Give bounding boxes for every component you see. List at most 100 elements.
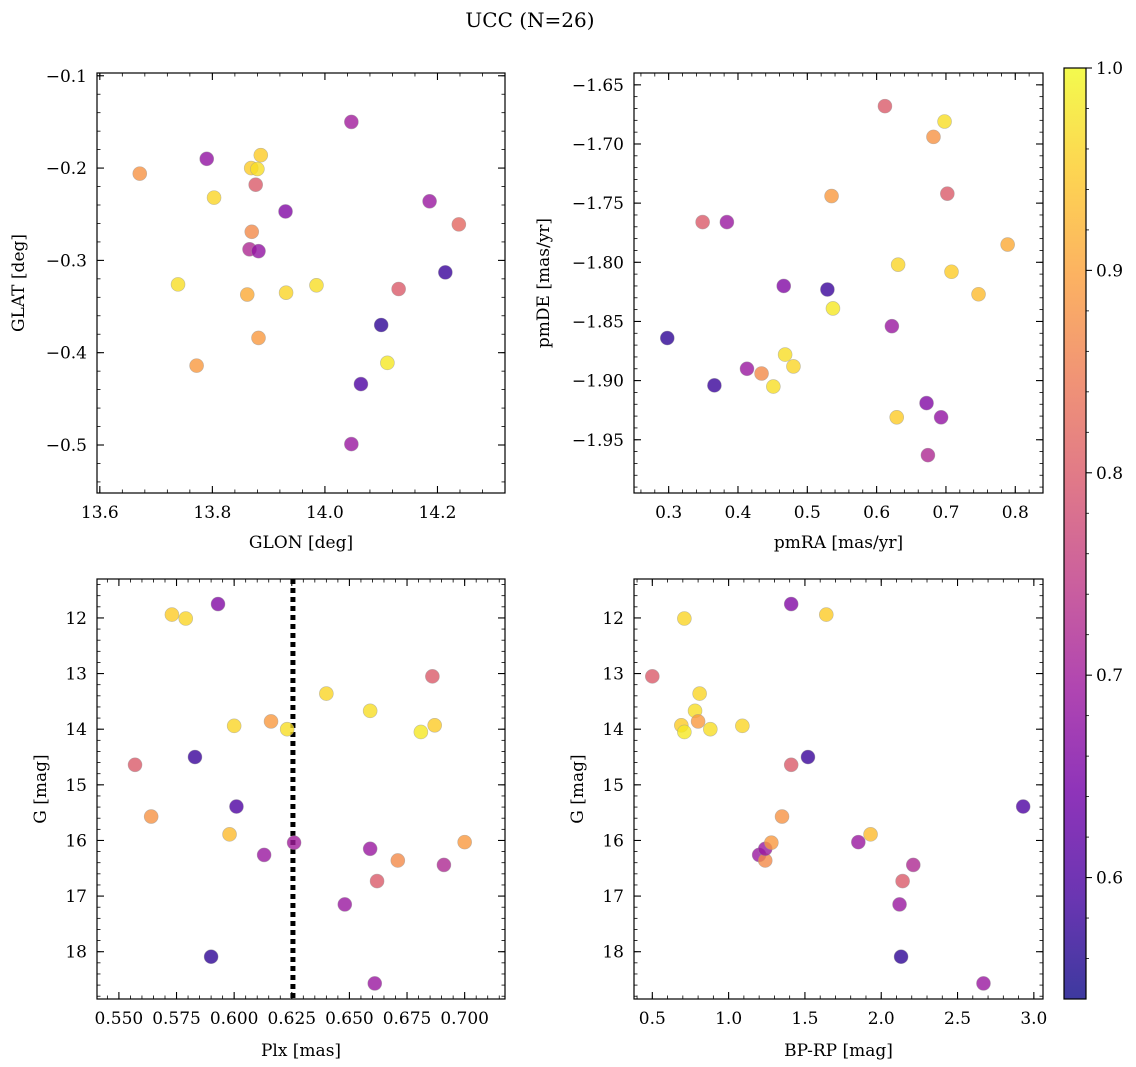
scatter-point (905, 857, 921, 873)
colorbar-tick-label: 1.0 (1096, 59, 1123, 79)
scatter-point (203, 949, 219, 965)
x-tick-label: 0.625 (267, 1009, 316, 1029)
scatter-panel-top-right: 0.3 0.4 0.5 0.6 0.7 0.8 −1.65 −1.70 −1.75 −1.80 −1… (534, 72, 1044, 553)
y-tick-label: 16 (65, 831, 87, 851)
x-tick-label: 0.650 (325, 1009, 374, 1029)
y-tick-label: 17 (602, 887, 624, 907)
scatter-panel-bottom-right: 0.5 1.0 1.5 2.0 2.5 3.0 12 13 14 15 16 17 18 BP-RP [m… (568, 578, 1047, 1061)
x-tick-label: 0.3 (655, 503, 682, 523)
colorbar: 0.6 0.7 0.8 0.9 1.0 (1063, 59, 1123, 1000)
scatter-point (774, 809, 790, 824)
scatter-point (863, 827, 878, 842)
scatter-point (226, 718, 242, 734)
scatter-point (695, 214, 710, 230)
y-tick-label: 13 (65, 665, 87, 685)
scatter-point (692, 686, 707, 701)
panels: 13.6 13.8 14.0 14.2 −0.1 −0.2 −0.3 −0.4 −0.5 GLON… (9, 67, 1047, 1061)
colorbar-tick-label: 0.7 (1096, 666, 1123, 686)
colorbar-frame (1063, 67, 1087, 1000)
plot-area (97, 73, 505, 493)
scatter-point (926, 129, 941, 145)
scatter-point (824, 188, 839, 204)
scatter-point (890, 257, 906, 272)
y-tick-label: 15 (602, 776, 624, 796)
scatter-point (164, 607, 180, 622)
y-tick-label: −1.95 (572, 431, 624, 451)
plot-area (634, 73, 1043, 493)
colorbar-ticks: 0.6 0.7 0.8 0.9 1.0 (1086, 59, 1123, 959)
scatter-point (286, 835, 302, 850)
scatter-point (707, 378, 722, 393)
scatter-point (919, 395, 934, 411)
scatter-point (976, 976, 991, 991)
scatter-point (422, 194, 437, 209)
y-tick-label: −1.85 (572, 312, 624, 332)
scatter-point (248, 177, 263, 192)
y-tick-label: 12 (65, 609, 87, 629)
scatter-point (677, 611, 692, 626)
x-tick-label: 0.7 (932, 503, 959, 523)
y-tick-label: 14 (602, 720, 624, 740)
y-tick-label: −0.3 (46, 251, 87, 271)
scatter-point (199, 151, 215, 167)
figure-title: UCC (N=26) (465, 8, 594, 32)
scatter-point (457, 834, 472, 850)
scatter-point (132, 166, 148, 181)
scatter-point (278, 285, 294, 300)
scatter-point (425, 669, 440, 684)
x-tick-label: 13.6 (81, 503, 119, 523)
plot-frame (633, 72, 1044, 494)
scatter-point (362, 703, 378, 719)
scatter-point (319, 686, 334, 701)
scatter-point (278, 204, 293, 219)
scatter-point (690, 714, 706, 729)
scatter-point (309, 278, 324, 293)
colorbar-gradient (1064, 68, 1086, 999)
scatter-panel-top-left: 13.6 13.8 14.0 14.2 −0.1 −0.2 −0.3 −0.4 −0.5 GLON… (9, 67, 506, 553)
scatter-point (766, 379, 781, 394)
x-tick-label: 1.0 (715, 1009, 742, 1029)
scatter-point (436, 857, 452, 873)
scatter-point (937, 114, 952, 129)
scatter-point (971, 286, 986, 302)
x-tick-label: 13.8 (193, 503, 231, 523)
scatter-point (210, 596, 226, 612)
scatter-point (353, 376, 369, 392)
scatter-point (1000, 237, 1015, 252)
scatter-point (818, 607, 834, 622)
y-axis-label: G [mag] (31, 754, 51, 823)
scatter-point (222, 827, 237, 842)
scatter-point (178, 611, 194, 626)
scatter-point (143, 809, 159, 824)
scatter-point (754, 366, 769, 381)
scatter-point (783, 757, 799, 773)
scatter-point (206, 190, 222, 205)
scatter-point (127, 757, 143, 773)
x-tick-label: 0.5 (794, 503, 821, 523)
y-tick-label: 18 (65, 943, 87, 963)
y-tick-label: −0.1 (46, 67, 87, 87)
scatter-point (367, 976, 383, 991)
scatter-point (413, 724, 429, 740)
scatter-point (438, 265, 453, 280)
plot-area (97, 579, 505, 999)
scatter-point (825, 301, 841, 316)
scatter-point (719, 214, 735, 230)
x-tick-label: 0.675 (383, 1009, 432, 1029)
scatter-point (893, 949, 909, 965)
y-tick-label: −1.75 (572, 194, 624, 214)
colorbar-tick-label: 0.8 (1096, 464, 1123, 484)
x-tick-label: 0.5 (639, 1009, 666, 1029)
scatter-point (677, 724, 692, 740)
scatter-point (229, 799, 244, 814)
y-tick-label: 12 (602, 609, 624, 629)
x-tick-label: 0.4 (724, 503, 751, 523)
y-axis-label: pmDE [mas/yr] (534, 218, 554, 348)
x-tick-label: 0.600 (210, 1009, 259, 1029)
x-axis-label: BP-RP [mag] (784, 1041, 893, 1061)
y-tick-label: 18 (602, 943, 624, 963)
scatter-point (944, 264, 959, 280)
scatter-point (884, 318, 900, 334)
x-tick-label: 2.5 (944, 1009, 971, 1029)
